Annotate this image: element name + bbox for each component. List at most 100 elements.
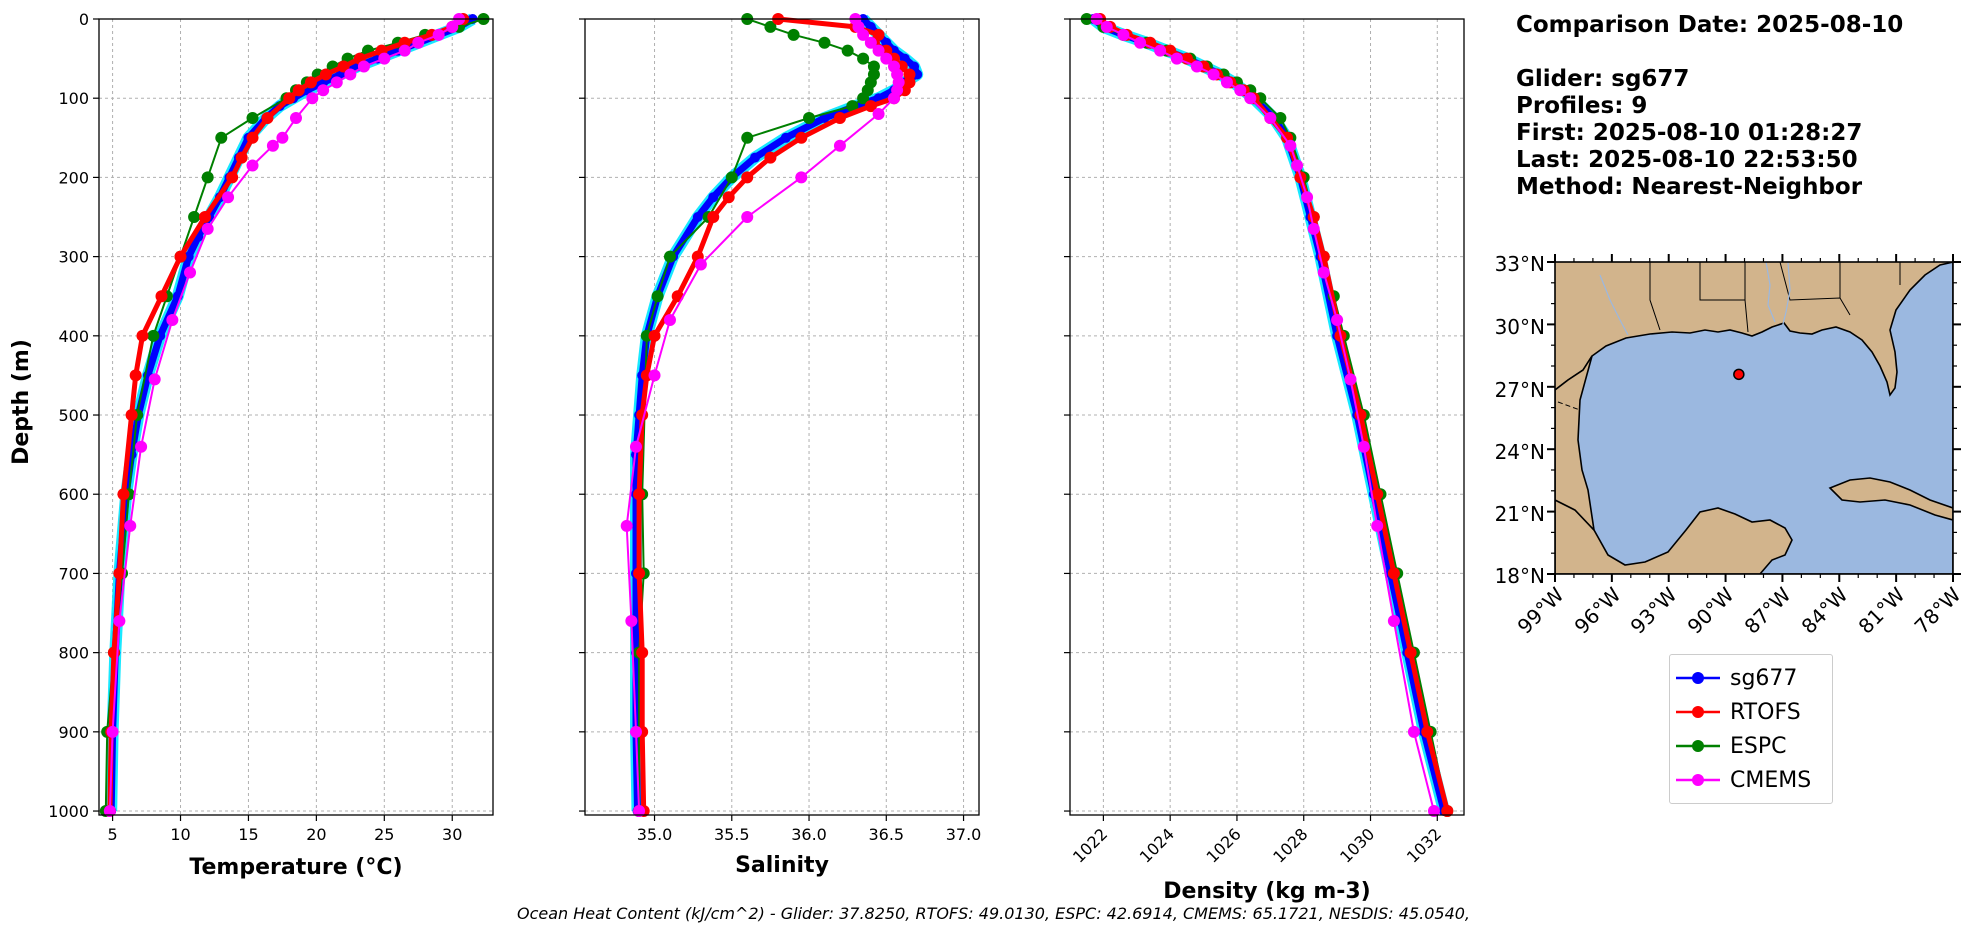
data-point-sg677 <box>183 251 194 262</box>
data-point-cmems <box>1371 519 1384 532</box>
y-tick-label: 200 <box>58 168 89 187</box>
x-tick-label: 1022 <box>1069 824 1111 866</box>
y-tick-label: 900 <box>58 723 89 742</box>
map-yucatan <box>1555 499 1793 574</box>
profiles-count: Profiles: 9 <box>1516 93 1648 119</box>
data-point-cmems <box>330 76 343 89</box>
data-point-cmems <box>1220 76 1233 89</box>
data-point-rtofs <box>246 131 259 144</box>
data-point-cmems <box>1117 28 1130 41</box>
data-point-cmems <box>446 20 459 33</box>
data-point-rtofs <box>155 290 168 303</box>
data-point-rtofs <box>174 250 187 263</box>
x-tick-label: 1024 <box>1136 824 1178 866</box>
data-point-rtofs <box>136 329 149 342</box>
data-point-cmems <box>124 519 137 532</box>
data-point-cmems <box>306 92 319 105</box>
axes-frame <box>98 18 494 816</box>
data-point-cmems <box>266 139 279 152</box>
axes-frame <box>584 18 980 816</box>
data-point-cmems <box>648 369 661 382</box>
map-lat-label: 27°N <box>1495 378 1545 402</box>
info-block: Comparison Date: 2025-08-10 Glider: sg67… <box>1516 12 1903 201</box>
map-lat-label: 21°N <box>1495 502 1545 526</box>
data-point-cmems <box>1301 191 1314 204</box>
data-point-cmems <box>1344 373 1357 386</box>
data-point-rtofs <box>833 112 846 125</box>
data-point-espc <box>841 44 854 57</box>
y-tick-label: 700 <box>58 564 89 583</box>
data-point-rtofs <box>319 68 332 81</box>
data-point-espc <box>764 20 777 33</box>
data-point-cmems <box>872 44 885 57</box>
data-point-espc <box>741 131 754 144</box>
first-time: First: 2025-08-10 01:28:27 <box>1516 120 1863 146</box>
map-mexico-west <box>1555 355 1596 533</box>
legend-swatch-cmems <box>1676 774 1720 786</box>
legend-swatch-espc <box>1676 740 1720 752</box>
glider-name: Glider: sg677 <box>1516 66 1690 92</box>
map-lon-label: 90°W <box>1683 582 1739 638</box>
x-tick-label: 30 <box>442 825 462 844</box>
data-point-cmems <box>148 373 161 386</box>
map-lon-label: 99°W <box>1513 582 1569 638</box>
data-point-sg677 <box>819 113 830 124</box>
data-point-espc <box>725 171 738 184</box>
data-point-espc <box>857 52 870 65</box>
data-point-cmems <box>872 108 885 121</box>
data-point-cmems <box>357 60 370 73</box>
data-point-rtofs <box>283 92 296 105</box>
data-point-cmems <box>135 440 148 453</box>
x-tick-label: 36.5 <box>868 825 904 844</box>
map-lon-label: 78°W <box>1910 582 1966 638</box>
data-point-cmems <box>694 258 707 271</box>
map-cuba <box>1828 477 1953 521</box>
data-point-cmems <box>1387 614 1400 627</box>
x-tick-label: 1026 <box>1203 824 1245 866</box>
gulf-map: 33°N 30°N 27°N 24°N 21°N 18°N 99°W 96°W … <box>1495 252 1966 639</box>
data-point-cmems <box>166 313 179 326</box>
temperature-panel: 0 100 200 300 400 500 600 700 800 900 1000 5 10 15 20 2… <box>48 10 494 844</box>
x-tick-label: 20 <box>306 825 326 844</box>
last-time: Last: 2025-08-10 22:53:50 <box>1516 147 1858 173</box>
map-lon-label: 93°W <box>1626 582 1682 638</box>
data-point-rtofs <box>1441 805 1454 818</box>
data-point-cmems <box>276 131 289 144</box>
y-tick-label: 600 <box>58 485 89 504</box>
data-point-rtofs <box>636 646 649 659</box>
data-point-rtofs <box>722 191 735 204</box>
x-tick-label: 25 <box>374 825 394 844</box>
data-point-rtofs <box>235 151 248 164</box>
data-point-rtofs <box>125 409 138 422</box>
data-point-cmems <box>1407 725 1420 738</box>
data-point-sg677 <box>780 132 791 143</box>
data-point-cmems <box>795 171 808 184</box>
data-point-cmems <box>246 159 259 172</box>
data-point-espc <box>857 92 870 105</box>
data-point-cmems <box>880 52 893 65</box>
density-axis-label: Density (kg m-3) <box>1163 879 1371 904</box>
data-point-rtofs <box>1421 725 1434 738</box>
temperature-axis-label: Temperature (°C) <box>189 855 402 880</box>
data-point-cmems <box>1331 313 1344 326</box>
data-point-rtofs <box>337 60 350 73</box>
data-point-cmems <box>1207 68 1220 81</box>
x-tick-label: 37.0 <box>946 825 982 844</box>
data-point-cmems <box>663 313 676 326</box>
data-point-rtofs <box>129 369 142 382</box>
data-point-rtofs <box>117 488 130 501</box>
data-point-cmems <box>888 92 901 105</box>
data-point-cmems <box>1284 139 1297 152</box>
data-point-rtofs <box>864 100 877 113</box>
axes-frame <box>1069 18 1465 816</box>
ohc-caption: Ocean Heat Content (kJ/cm^2) - Glider: 3… <box>516 904 1471 923</box>
data-point-cmems <box>629 440 642 453</box>
x-tick-label: 10 <box>170 825 190 844</box>
data-point-cmems <box>432 28 445 41</box>
data-point-rtofs <box>113 567 126 580</box>
x-tick-label: 1032 <box>1403 824 1445 866</box>
data-point-rtofs <box>226 171 239 184</box>
data-point-cmems <box>1100 20 1113 33</box>
legend-label: sg677 <box>1730 665 1798 691</box>
data-point-rtofs <box>741 171 754 184</box>
